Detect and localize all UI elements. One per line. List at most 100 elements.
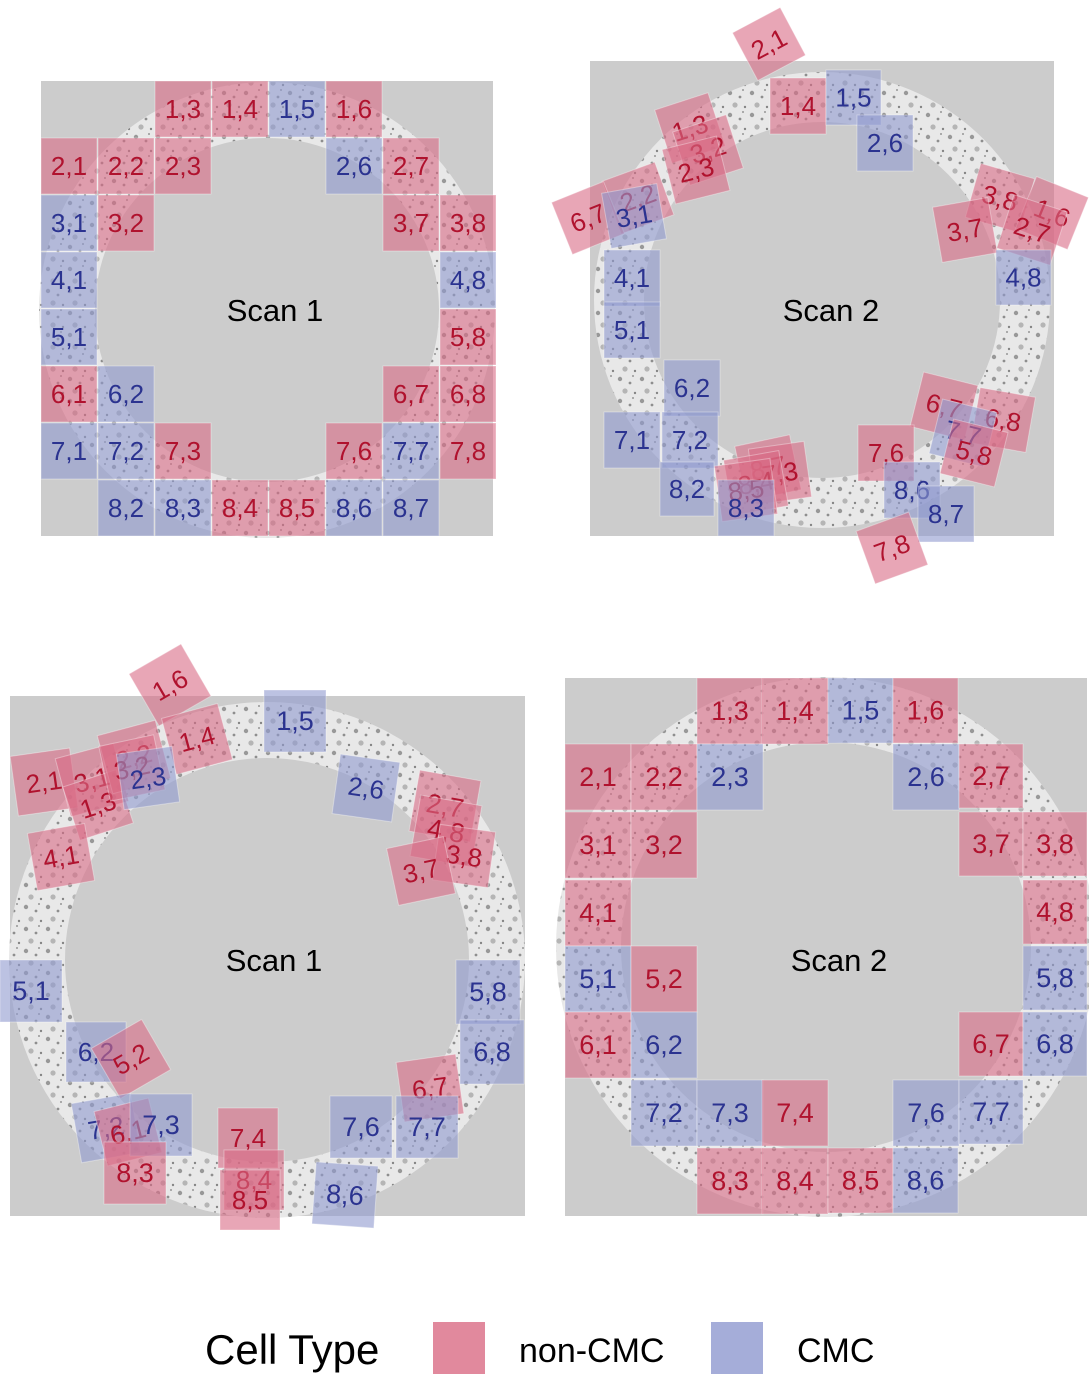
- cell-tile: [382, 194, 440, 252]
- cmc-cell: 8,6: [311, 1161, 379, 1229]
- non-cmc-cell: 8,5: [219, 1169, 281, 1231]
- cell-tile: [329, 1095, 393, 1159]
- cell-label: 1,4: [776, 696, 814, 726]
- cmc-cell: 5,1: [40, 308, 98, 366]
- cell-tile: [731, 6, 807, 82]
- cell-label: 4,1: [614, 263, 650, 293]
- cmc-cell: 8,7: [917, 485, 975, 543]
- non-cmc-cell: 5,2: [630, 945, 698, 1013]
- cell-tile: [211, 80, 269, 138]
- non-cmc-cell: 3,2: [97, 194, 155, 252]
- cell-label: 7,6: [336, 436, 372, 466]
- non-cmc-cell: 1,6: [325, 80, 383, 138]
- cell-label: 7,8: [450, 436, 486, 466]
- cell-label: 2,1: [24, 765, 64, 800]
- cmc-cell: 7,6: [329, 1095, 393, 1159]
- cell-tile: [154, 137, 212, 195]
- cell-tile: [696, 1147, 764, 1215]
- non-cmc-cell: 3,2: [630, 811, 698, 879]
- legend-key-cmc: [711, 1322, 763, 1374]
- cell-label: 8,4: [222, 493, 258, 523]
- cell-tile: [0, 959, 63, 1023]
- cmc-cell: 4,1: [603, 249, 661, 307]
- cell-label: 5,1: [579, 964, 617, 994]
- cell-tile: [696, 677, 764, 745]
- cell-label: 4,1: [41, 839, 82, 875]
- non-cmc-cell: 4,8: [1022, 879, 1088, 945]
- non-cmc-cell: 1,4: [761, 677, 829, 745]
- cell-label: 8,3: [116, 1158, 154, 1188]
- cell-tile: [630, 1079, 698, 1147]
- cell-tile: [761, 677, 829, 745]
- cell-tile: [855, 511, 929, 585]
- cmc-cell: 6,8: [1022, 1011, 1088, 1077]
- cmc-cell: 8,2: [659, 461, 715, 517]
- non-cmc-cell: 3,8: [439, 194, 497, 252]
- non-cmc-cell: 2,7: [996, 194, 1068, 266]
- cell-tile: [439, 365, 497, 423]
- cell-tile: [154, 422, 212, 480]
- cell-tile: [661, 135, 731, 205]
- cmc-cell: 1,5: [268, 80, 326, 138]
- cell-tile: [630, 811, 698, 879]
- cell-label: 5,2: [645, 964, 683, 994]
- panel-label: Scan 1: [227, 293, 324, 328]
- cell-tile: [128, 643, 212, 727]
- cell-label: 7,7: [408, 1112, 446, 1142]
- cmc-cell: 2,6: [325, 137, 383, 195]
- cell-label: 2,1: [51, 151, 87, 181]
- cell-label: 7,2: [108, 436, 144, 466]
- non-cmc-cell: 1,3: [154, 80, 212, 138]
- non-cmc-cell: 2,2: [97, 137, 155, 195]
- non-cmc-cell: 7,4: [217, 1107, 279, 1169]
- cell-tile: [331, 753, 401, 823]
- cell-label: 2,6: [346, 771, 386, 806]
- cell-label: 4,8: [450, 265, 486, 295]
- cell-tile: [382, 365, 440, 423]
- cell-label: 3,1: [579, 830, 617, 860]
- non-cmc-cell: 2,1: [731, 6, 807, 82]
- cell-tile: [917, 485, 975, 543]
- non-cmc-cell: 3,7: [386, 836, 456, 906]
- cell-label: 8,7: [393, 493, 429, 523]
- non-cmc-cell: 3,7: [382, 194, 440, 252]
- non-cmc-cell: 3,1: [564, 811, 632, 879]
- cell-label: 4,1: [579, 898, 617, 928]
- cell-tile: [97, 194, 155, 252]
- cmc-cell: 7,2: [661, 411, 719, 469]
- cell-label: 3,8: [444, 839, 484, 874]
- cell-label: 8,5: [232, 1185, 268, 1215]
- cell-tile: [382, 422, 440, 480]
- non-cmc-cell: 6,7: [958, 1011, 1024, 1077]
- cell-tile: [856, 114, 914, 172]
- panel-label: Scan 1: [226, 943, 323, 978]
- cell-label: 3,2: [645, 830, 683, 860]
- cell-tile: [219, 1169, 281, 1231]
- non-cmc-cell: 7,8: [855, 511, 929, 585]
- cell-tile: [696, 1079, 764, 1147]
- cmc-cell: 8,6: [892, 1147, 959, 1214]
- cell-label: 6,8: [1036, 1029, 1074, 1059]
- cell-label: 7,1: [51, 436, 87, 466]
- cell-tile: [603, 411, 661, 469]
- cell-label: 2,6: [907, 762, 945, 792]
- cell-label: 5,1: [12, 976, 50, 1006]
- non-cmc-cell: 6,1: [564, 1011, 632, 1079]
- cell-tile: [995, 249, 1052, 306]
- cell-label: 2,3: [165, 151, 201, 181]
- cmc-cell: 8,3: [717, 479, 775, 537]
- non-cmc-cell: 8,4: [761, 1147, 829, 1215]
- non-cmc-cell: 2,1: [564, 743, 632, 811]
- cell-label: 4,8: [1005, 263, 1041, 293]
- cell-label: 8,2: [108, 493, 144, 523]
- non-cmc-cell: 6,1: [40, 365, 98, 423]
- cell-tile: [439, 194, 497, 252]
- cell-label: 8,5: [842, 1166, 880, 1196]
- cell-label: 1,5: [835, 83, 871, 113]
- cell-tile: [395, 1095, 459, 1159]
- cell-tile: [325, 479, 383, 537]
- cmc-cell: 5,1: [564, 945, 632, 1013]
- non-cmc-cell: 1,6: [128, 643, 212, 727]
- panel-label: Scan 2: [783, 293, 880, 328]
